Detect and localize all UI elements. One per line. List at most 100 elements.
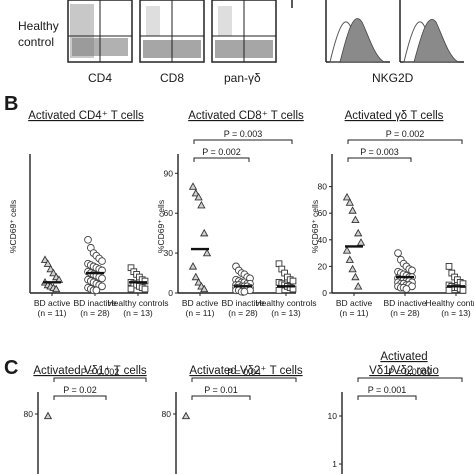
- significance-bracket: [357, 377, 463, 382]
- category-label: (n = 13): [271, 308, 301, 318]
- data-point: [200, 228, 209, 237]
- data-point: [197, 200, 206, 209]
- data-point: [202, 248, 212, 257]
- significance-bracket: [347, 139, 463, 144]
- row-label-line1: Healthy: [18, 19, 59, 33]
- chart-title: Activated CD8⁺ T cells: [188, 110, 304, 122]
- data-point: [342, 192, 352, 201]
- data-point: [402, 285, 411, 293]
- y-axis-label: %CD69⁺ cells: [156, 200, 166, 253]
- data-point: [181, 411, 191, 420]
- significance-label: P = 0.0009: [388, 367, 432, 377]
- flow-plot-cd8: [139, 0, 205, 63]
- significance-label: P = 0.002: [202, 147, 241, 157]
- data-point: [351, 272, 360, 281]
- data-point: [194, 278, 203, 286]
- significance-label: P = 0.003: [360, 147, 399, 157]
- data-point: [459, 287, 467, 294]
- chart-vd1-vd2-ratio: Activated Vδ1/Vδ2 ratio 10 1 P = 0.001 P = 0.…: [328, 351, 463, 474]
- data-point: [354, 228, 363, 237]
- significance-bracket: [53, 377, 147, 382]
- significance-label: P = 0.001: [368, 385, 407, 395]
- data-point: [40, 255, 50, 263]
- histogram-nkg2d-1: [325, 0, 390, 63]
- data-point: [92, 286, 101, 295]
- data-point: [348, 264, 357, 273]
- category-label: Healthy controls: [108, 298, 169, 308]
- data-point: [275, 287, 283, 294]
- data-point: [43, 411, 53, 420]
- chart-title: Activated CD4⁺ T cells: [28, 110, 144, 122]
- chart-cd8: Activated CD8⁺ T cells %CD69⁺ cells 0 30 60 9…: [156, 110, 316, 318]
- category-label: (n = 11): [340, 308, 369, 318]
- chart-title: Activated Vδ2⁺ T cells: [189, 365, 302, 377]
- chart-title: Activated: [380, 351, 427, 363]
- data-point: [240, 287, 249, 296]
- panel-letter-c: C: [4, 357, 18, 379]
- flow-label-cd4: CD4: [88, 71, 112, 85]
- data-point: [84, 235, 92, 244]
- data-point: [408, 266, 416, 275]
- chart-title: Vδ1/Vδ2 ratio: [369, 365, 439, 377]
- histogram-nkg2d-2: [399, 0, 464, 63]
- significance-label: P = 0.01: [204, 385, 238, 395]
- y-tick-label: 20: [318, 261, 328, 271]
- data-point: [356, 238, 366, 246]
- significance-label: P = 0.002: [386, 129, 425, 139]
- data-point: [345, 255, 354, 263]
- data-point: [141, 285, 149, 293]
- data-point: [191, 188, 200, 197]
- data-point: [188, 262, 198, 270]
- chart-vd1: Activated Vδ1⁺ T cells 80 P = 0.02 P = 0.00…: [24, 365, 147, 474]
- y-tick-label: 90: [164, 168, 174, 178]
- y-tick-label: 30: [164, 248, 174, 258]
- significance-bracket: [193, 139, 293, 144]
- significance-label: P = 0.002: [81, 367, 120, 377]
- significance-bracket: [357, 395, 417, 400]
- panel-letter-b: B: [4, 93, 18, 115]
- category-label: (n = 28): [390, 308, 420, 318]
- significance-label: P = 0.04: [227, 367, 261, 377]
- y-tick-label: 80: [162, 409, 172, 419]
- flow-label-pan-gd: pan-γδ: [224, 71, 261, 85]
- significance-label: P = 0.003: [224, 129, 263, 139]
- y-tick-label: 60: [164, 208, 174, 218]
- histogram-label: NKG2D: [372, 71, 414, 85]
- y-tick-label: 60: [318, 208, 328, 218]
- data-point: [46, 264, 55, 273]
- y-tick-label: 1: [332, 459, 337, 469]
- category-label: (n = 13): [441, 308, 471, 318]
- chart-title: Activated γδ T cells: [345, 110, 444, 122]
- y-tick-label: 10: [328, 411, 338, 421]
- y-tick-label: 40: [318, 235, 328, 245]
- panel-a: Healthy control CD4 CD8 pan-γδ: [18, 0, 464, 85]
- category-label: (n = 13): [123, 308, 153, 318]
- y-tick-label: 0: [322, 288, 327, 298]
- significance-bracket: [193, 157, 250, 162]
- category-label: BD inactive: [222, 298, 265, 308]
- y-tick-label: 80: [318, 182, 328, 192]
- data-point: [345, 198, 354, 206]
- data-point: [354, 282, 363, 290]
- data-point: [188, 182, 198, 190]
- chart-cd4: Activated CD4⁺ T cells %CD69⁺ cells BD act…: [8, 110, 168, 318]
- data-point: [194, 192, 203, 201]
- chart-title: Activated Vδ1⁺ T cells: [33, 365, 146, 377]
- y-tick-label: 0: [168, 288, 173, 298]
- category-label: Healthy controls: [256, 298, 317, 308]
- significance-bracket: [347, 157, 412, 162]
- chart-vd2: Activated Vδ2⁺ T cells 80 P = 0.01 P = 0.04: [162, 365, 303, 474]
- data-point: [52, 284, 61, 293]
- data-point: [445, 287, 453, 294]
- y-axis-label: %CD69⁺ cells: [8, 200, 18, 253]
- category-label: BD active: [182, 298, 219, 308]
- category-label: (n = 11): [186, 308, 215, 318]
- significance-bracket: [53, 395, 107, 400]
- category-label: BD inactive: [384, 298, 427, 308]
- category-label: Healthy controls: [426, 298, 474, 308]
- significance-bracket: [191, 395, 251, 400]
- data-point: [200, 284, 209, 293]
- y-axis-label: %CD69⁺ cells: [310, 200, 320, 253]
- y-tick-label: 80: [24, 409, 34, 419]
